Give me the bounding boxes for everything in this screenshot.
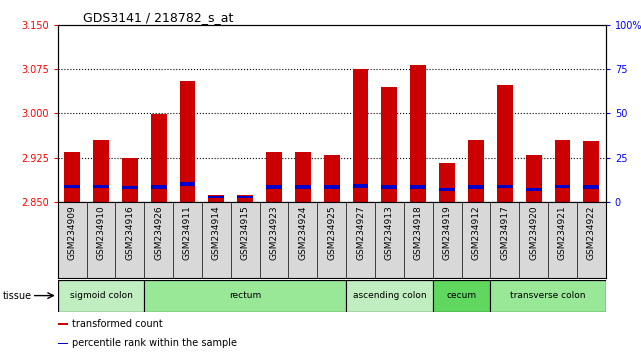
Bar [497, 185, 513, 188]
Bar [295, 152, 311, 202]
Bar [410, 185, 426, 189]
Bar [58, 343, 67, 344]
Bar [468, 140, 484, 202]
Text: GSM234927: GSM234927 [356, 206, 365, 260]
Bar [554, 140, 570, 202]
Text: cecum: cecum [447, 291, 476, 300]
Text: GSM234912: GSM234912 [471, 206, 481, 260]
Text: tissue: tissue [3, 291, 32, 301]
Text: sigmoid colon: sigmoid colon [69, 291, 133, 300]
Bar [122, 158, 138, 202]
Bar [583, 141, 599, 202]
Text: GSM234913: GSM234913 [385, 206, 394, 260]
Text: GSM234924: GSM234924 [298, 206, 308, 260]
Bar [58, 280, 144, 312]
Bar [64, 185, 80, 188]
Bar [93, 140, 109, 202]
Bar [490, 280, 606, 312]
Bar [266, 152, 282, 202]
Bar [151, 114, 167, 202]
Text: percentile rank within the sample: percentile rank within the sample [72, 338, 237, 348]
Bar [346, 280, 433, 312]
Bar [433, 280, 490, 312]
Text: GSM234921: GSM234921 [558, 206, 567, 260]
Bar [208, 196, 224, 198]
Text: GSM234916: GSM234916 [125, 206, 135, 260]
Bar [583, 185, 599, 189]
Bar [526, 155, 542, 202]
Bar [439, 188, 455, 190]
Bar [64, 152, 80, 202]
Bar [468, 185, 484, 189]
Text: GSM234918: GSM234918 [413, 206, 423, 260]
Bar [58, 323, 67, 325]
Bar [208, 195, 224, 202]
Bar [381, 185, 397, 189]
Text: GSM234926: GSM234926 [154, 206, 163, 260]
Bar [179, 182, 196, 187]
Text: GSM234914: GSM234914 [212, 206, 221, 260]
Text: transverse colon: transverse colon [510, 291, 586, 300]
Bar [324, 185, 340, 189]
Text: GSM234920: GSM234920 [529, 206, 538, 260]
Bar [237, 196, 253, 198]
Text: GDS3141 / 218782_s_at: GDS3141 / 218782_s_at [83, 11, 234, 24]
Text: GSM234910: GSM234910 [96, 206, 106, 260]
Bar [353, 69, 369, 202]
Bar [439, 163, 455, 202]
Text: GSM234923: GSM234923 [269, 206, 279, 260]
Text: GSM234919: GSM234919 [442, 206, 452, 260]
Bar [497, 85, 513, 202]
Text: GSM234911: GSM234911 [183, 206, 192, 260]
Text: GSM234917: GSM234917 [500, 206, 510, 260]
Text: ascending colon: ascending colon [353, 291, 426, 300]
Bar [410, 65, 426, 202]
Text: transformed count: transformed count [72, 319, 163, 329]
Bar [554, 185, 570, 188]
Text: GSM234915: GSM234915 [240, 206, 250, 260]
Text: GSM234925: GSM234925 [327, 206, 337, 260]
Bar [93, 185, 109, 188]
Bar [324, 155, 340, 202]
Bar [237, 195, 253, 202]
Bar [381, 87, 397, 202]
Bar [295, 185, 311, 189]
Bar [144, 280, 346, 312]
Bar [122, 186, 138, 189]
Text: GSM234922: GSM234922 [587, 206, 596, 260]
Bar [151, 185, 167, 189]
Bar [179, 81, 196, 202]
Text: rectum: rectum [229, 291, 262, 300]
Bar [353, 184, 369, 188]
Text: GSM234909: GSM234909 [67, 206, 77, 260]
Bar [266, 185, 282, 189]
Bar [526, 188, 542, 190]
